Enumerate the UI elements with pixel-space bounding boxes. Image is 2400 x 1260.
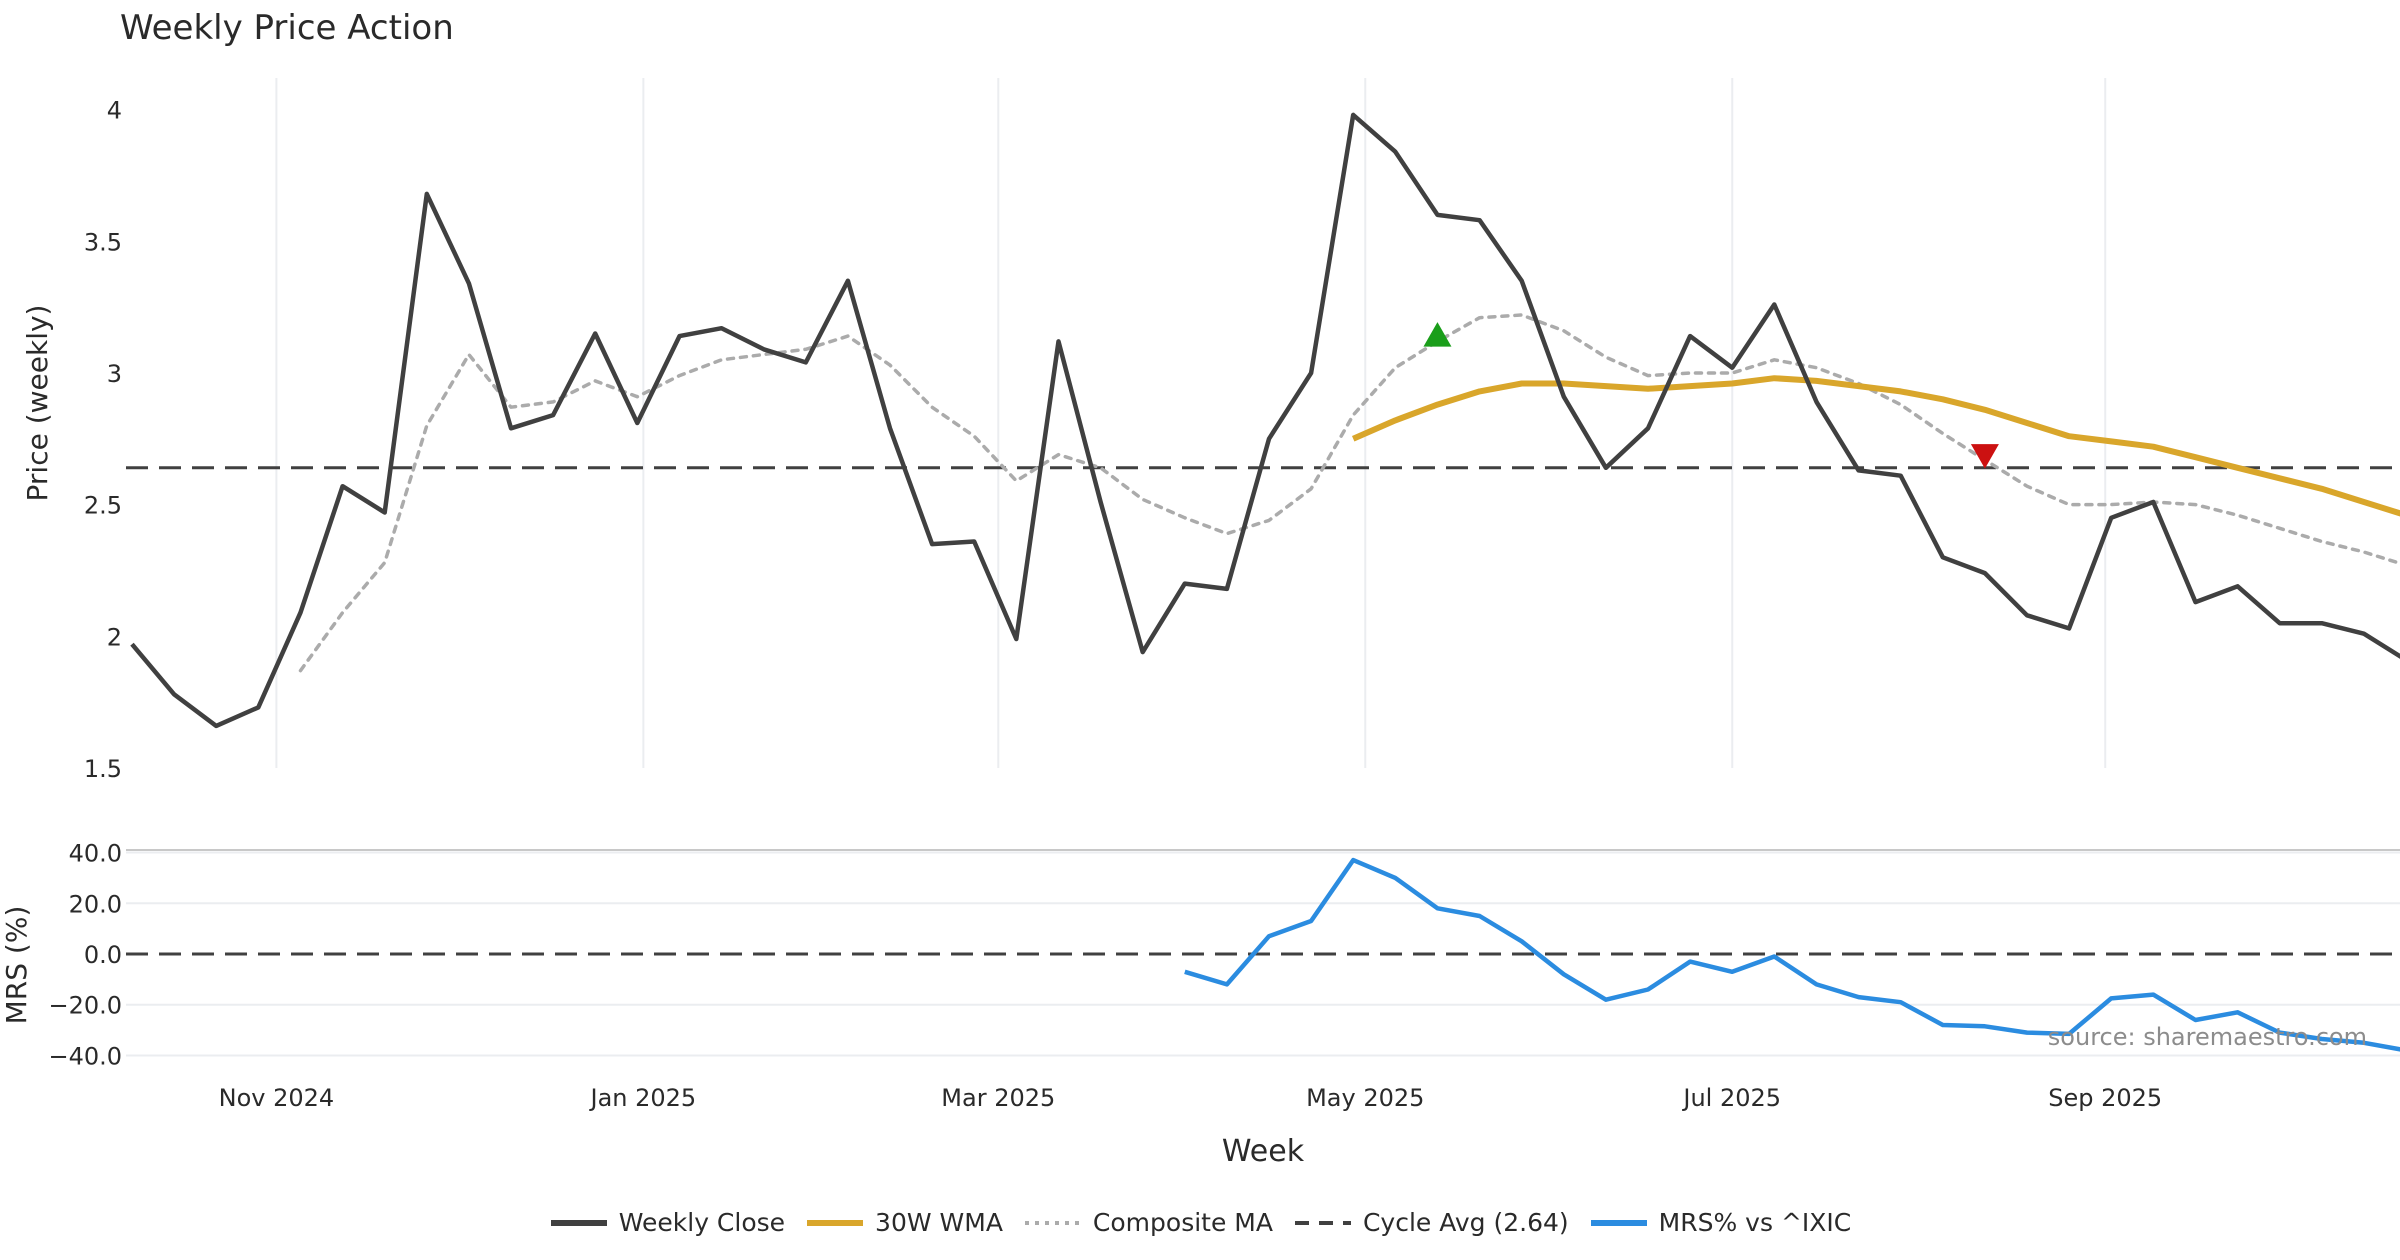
price-y-tick-label: 1.5: [84, 755, 122, 783]
marker-layer: [1423, 322, 1999, 469]
x-tick-label: Sep 2025: [2048, 1084, 2162, 1112]
series-line-mrs-vs-ixic: [1184, 857, 2400, 1052]
grid-layer: [126, 78, 2400, 1057]
chart-title: Weekly Price Action: [120, 8, 454, 48]
x-tick-label: May 2025: [1306, 1084, 1424, 1112]
legend-item-weekly-close: Weekly Close: [549, 1208, 785, 1237]
legend-label-30w-wma: 30W WMA: [875, 1208, 1003, 1237]
price-y-tick-label: 2: [107, 623, 122, 651]
mrs-y-tick-label: −20.0: [48, 992, 122, 1020]
legend-swatch-weekly-close: [550, 1219, 607, 1226]
mrs-y-tick-label: 0.0: [84, 941, 122, 969]
legend-label-composite-ma: Composite MA: [1092, 1208, 1273, 1237]
series-line-30w-wma: [1351, 375, 2400, 517]
series-line-weekly-close: [130, 112, 2400, 729]
legend-swatch-composite-ma: [1024, 1220, 1081, 1225]
legend-item-mrs: MRS% vs ^IXIC: [1589, 1208, 1852, 1237]
legend-item-cycle-avg: Cycle Avg (2.64): [1293, 1208, 1569, 1237]
price-y-tick-label: 3.5: [84, 228, 122, 256]
mrs-y-axis-label: MRS (%): [0, 906, 33, 1025]
reference-layer: [126, 466, 2400, 956]
price-y-tick-label: 4: [107, 97, 122, 125]
x-tick-label: Jul 2025: [1681, 1084, 1781, 1112]
legend-label-weekly-close: Weekly Close: [618, 1208, 786, 1237]
price-y-tick-label: 2.5: [84, 492, 122, 520]
series-layer: [130, 112, 2400, 1052]
legend-swatch-30w-wma: [807, 1219, 864, 1226]
series-line-composite-ma: [298, 313, 2400, 673]
legend-item-composite-ma: Composite MA: [1023, 1208, 1273, 1237]
mrs-y-tick-label: 20.0: [69, 890, 122, 918]
x-axis-label: Week: [1222, 1134, 1305, 1169]
legend-label-mrs: MRS% vs ^IXIC: [1658, 1208, 1852, 1237]
price-y-axis-label: Price (weekly): [21, 305, 54, 502]
legend-swatch-mrs: [1590, 1219, 1647, 1226]
legend-item-30w-wma: 30W WMA: [805, 1208, 1003, 1237]
legend: Weekly Close 30W WMA Composite MA Cycle …: [0, 1208, 2400, 1237]
mrs-y-tick-label: 40.0: [69, 840, 122, 868]
tick-layer: Nov 2024 Jan 2025 Mar 2025 May 2025 Jul 2025…: [48, 97, 2162, 1112]
x-tick-label: Nov 2024: [219, 1084, 335, 1112]
legend-swatch-cycle-avg: [1294, 1220, 1351, 1225]
price-y-tick-label: 3: [107, 360, 122, 388]
mrs-y-tick-label: −40.0: [48, 1042, 122, 1070]
sell-signal-marker: [1970, 444, 1999, 469]
source-note: source: sharemaestro.com: [2048, 1023, 2367, 1051]
x-tick-label: Jan 2025: [589, 1084, 697, 1112]
x-tick-label: Mar 2025: [941, 1084, 1055, 1112]
buy-signal-marker: [1423, 322, 1452, 347]
legend-label-cycle-avg: Cycle Avg (2.64): [1362, 1208, 1569, 1237]
